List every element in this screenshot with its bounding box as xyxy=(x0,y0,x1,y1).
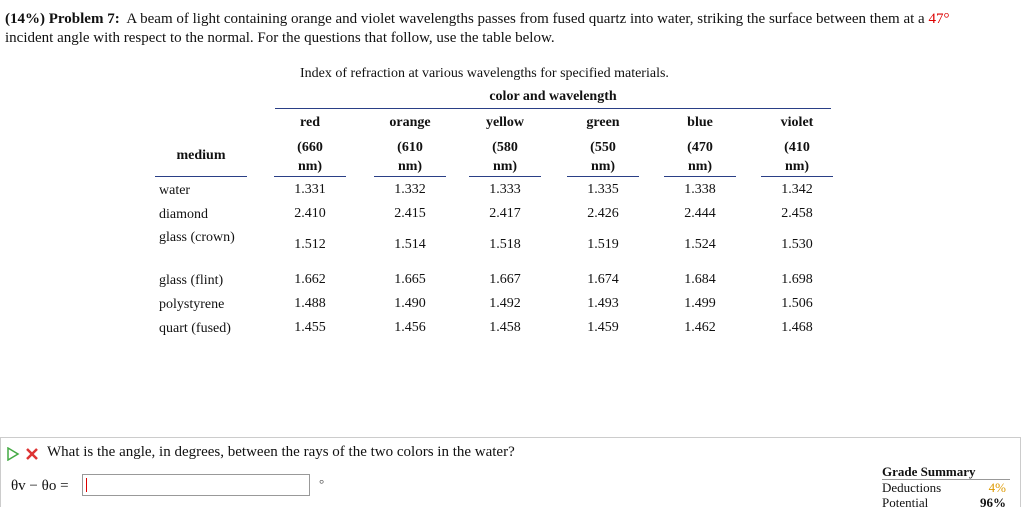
row-medium: polystyrene xyxy=(159,297,225,312)
table-value: 1.667 xyxy=(489,272,521,287)
table-value: 2.426 xyxy=(587,206,619,221)
table-value: 1.335 xyxy=(587,182,619,197)
header-rule xyxy=(664,176,736,177)
potential-label: Potential xyxy=(882,495,929,507)
column-color: blue xyxy=(687,115,713,130)
deductions-row: Deductions 4% xyxy=(882,479,1010,495)
row-medium: water xyxy=(159,183,191,198)
column-wavelength: (550 nm) xyxy=(590,140,616,174)
problem-statement: (14%) Problem 7: A beam of light contain… xyxy=(5,10,1017,48)
table-value: 1.490 xyxy=(394,296,426,311)
column-color: violet xyxy=(780,115,814,130)
header-rule xyxy=(155,176,247,177)
table-value: 1.662 xyxy=(294,272,326,287)
table-value: 1.456 xyxy=(394,320,426,335)
header-rule xyxy=(374,176,446,177)
question-text: What is the angle, in degrees, between t… xyxy=(47,444,515,460)
table-value: 1.518 xyxy=(489,237,521,252)
row-medium: diamond xyxy=(159,207,208,222)
grade-summary: Grade Summary Deductions 4% Potential 96… xyxy=(882,464,1010,507)
column-wavelength: (580 nm) xyxy=(492,140,518,174)
table-value: 2.444 xyxy=(684,206,716,221)
row-medium: glass (flint) xyxy=(159,273,224,288)
column-color: orange xyxy=(389,115,431,130)
header-rule xyxy=(567,176,639,177)
table-value: 2.415 xyxy=(394,206,426,221)
table-value: 1.493 xyxy=(587,296,619,311)
column-color: yellow xyxy=(485,115,525,130)
deductions-value: 4% xyxy=(988,480,1006,495)
table-value: 1.665 xyxy=(394,272,426,287)
row-medium: quart (fused) xyxy=(159,321,231,336)
table-value: 1.674 xyxy=(587,272,619,287)
question-icons xyxy=(7,447,38,461)
problem-text: A beam of light containing orange and vi… xyxy=(126,11,925,27)
deductions-label: Deductions xyxy=(882,480,942,495)
table-value: 2.410 xyxy=(294,206,326,221)
answer-input[interactable] xyxy=(82,474,310,496)
column-wavelength: (470 nm) xyxy=(687,140,713,174)
table-value: 1.499 xyxy=(684,296,716,311)
table-value: 1.698 xyxy=(781,272,813,287)
table-value: 1.332 xyxy=(394,182,426,197)
table-value: 1.512 xyxy=(294,237,326,252)
table-value: 1.459 xyxy=(587,320,619,335)
table-value: 1.462 xyxy=(684,320,716,335)
medium-header: medium xyxy=(176,148,226,163)
group-header: color and wavelength xyxy=(489,89,617,104)
table-value: 1.684 xyxy=(684,272,716,287)
table-value: 1.524 xyxy=(684,237,716,252)
table-value: 1.530 xyxy=(781,237,813,252)
table-value: 1.331 xyxy=(294,182,326,197)
problem-text: incident angle with respect to the norma… xyxy=(5,30,555,46)
table-value: 1.342 xyxy=(781,182,813,197)
header-rule xyxy=(761,176,833,177)
column-wavelength: (410 nm) xyxy=(784,140,810,174)
table-value: 2.417 xyxy=(489,206,521,221)
answer-unit: ° xyxy=(319,476,325,491)
table-value: 1.338 xyxy=(684,182,716,197)
table-value: 1.519 xyxy=(587,237,619,252)
grade-title: Grade Summary xyxy=(882,464,976,479)
incident-angle: 47° xyxy=(928,11,950,27)
potential-row: Potential 96% xyxy=(882,495,1010,507)
table-value: 1.333 xyxy=(489,182,521,197)
problem-label: (14%) Problem 7: xyxy=(5,11,120,27)
column-color: red xyxy=(300,115,320,130)
table-value: 1.468 xyxy=(781,320,813,335)
table-value: 1.492 xyxy=(489,296,521,311)
table-value: 2.458 xyxy=(781,206,813,221)
header-rule xyxy=(469,176,541,177)
potential-value: 96% xyxy=(980,495,1006,507)
table-value: 1.506 xyxy=(781,296,813,311)
column-wavelength: (660 nm) xyxy=(297,140,323,174)
answer-label: θv − θo = xyxy=(11,478,69,494)
table-value: 1.458 xyxy=(489,320,521,335)
row-medium: glass (crown) xyxy=(159,230,235,245)
table-value: 1.455 xyxy=(294,320,326,335)
table-caption: Index of refraction at various wavelengt… xyxy=(300,66,669,81)
column-wavelength: (610 nm) xyxy=(397,140,423,174)
header-rule xyxy=(274,176,346,177)
table-value: 1.488 xyxy=(294,296,326,311)
header-rule xyxy=(275,108,831,109)
question-panel: What is the angle, in degrees, between t… xyxy=(0,437,1021,507)
column-color: green xyxy=(586,115,620,130)
table-value: 1.514 xyxy=(394,237,426,252)
